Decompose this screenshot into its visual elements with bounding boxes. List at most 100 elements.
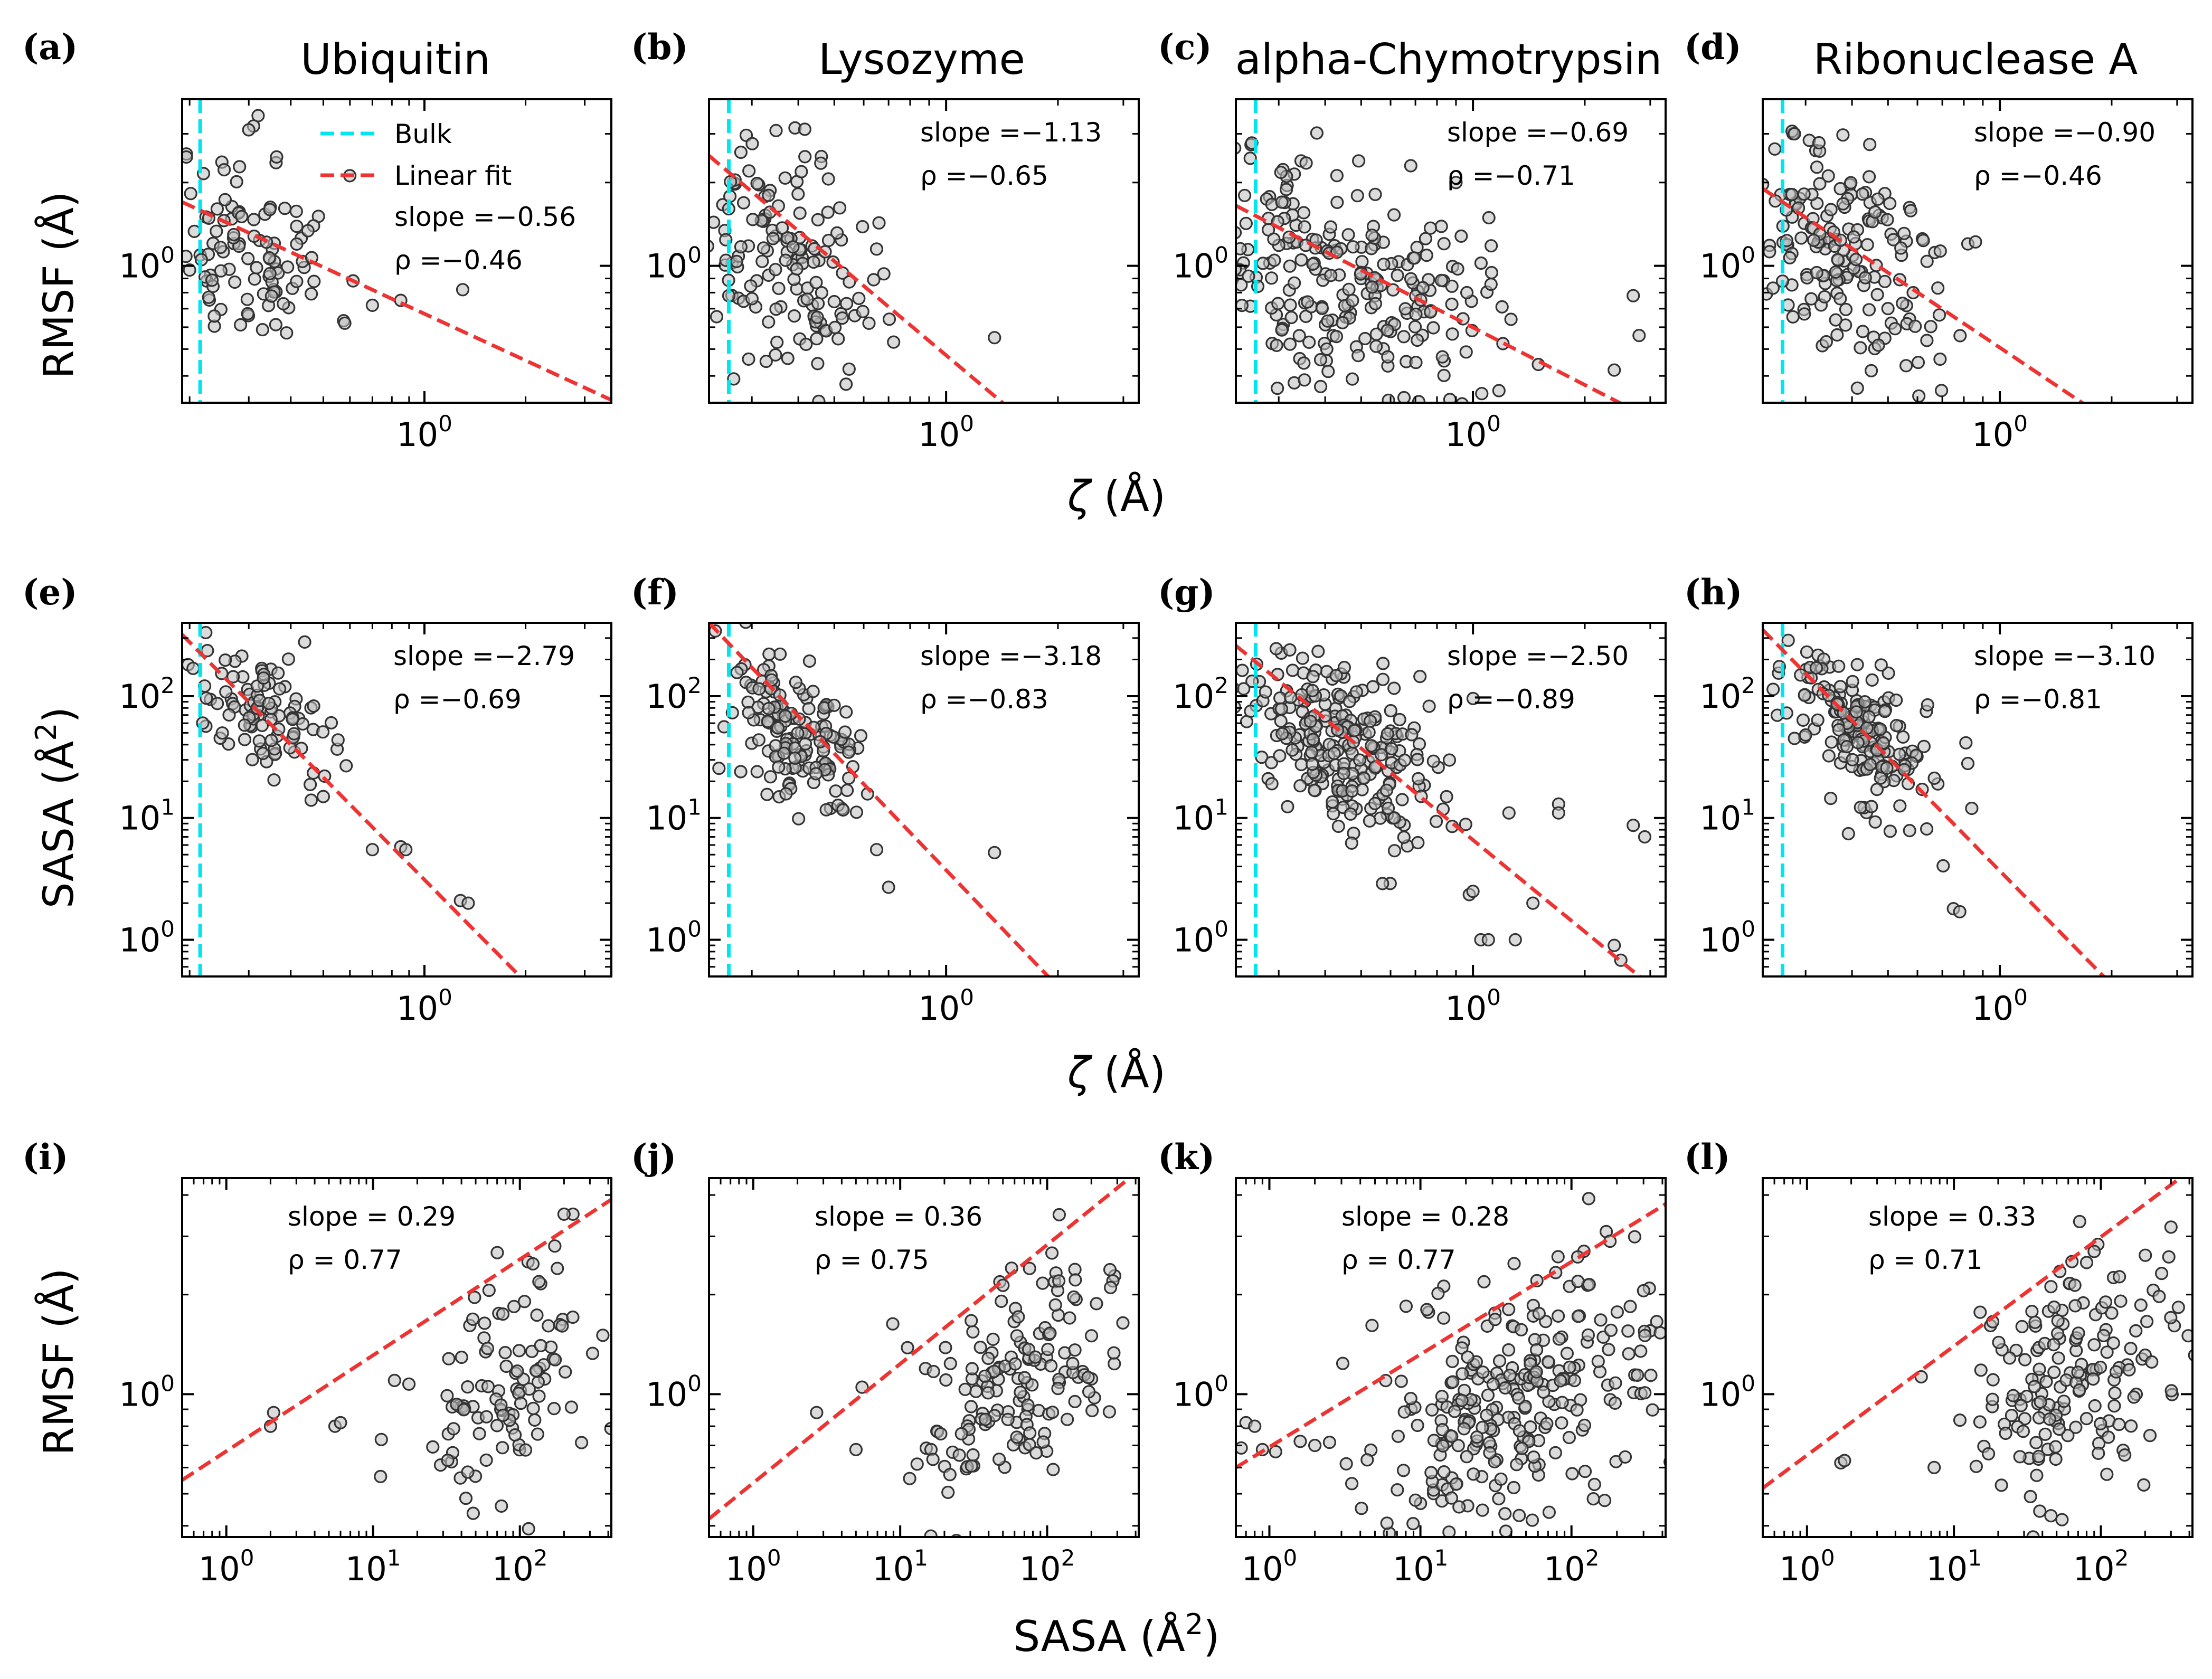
axes-frame bbox=[708, 622, 1140, 978]
slope-annotation: slope =−1.13 bbox=[920, 117, 1102, 148]
data-point bbox=[1426, 754, 1440, 768]
data-point bbox=[234, 318, 248, 332]
data-point bbox=[1041, 1342, 1055, 1357]
data-point bbox=[399, 843, 413, 857]
data-point bbox=[468, 1291, 481, 1304]
data-point bbox=[508, 1428, 522, 1442]
panel-label-l: (l) bbox=[1684, 1136, 1731, 1178]
data-point bbox=[2025, 1305, 2039, 1318]
data-point bbox=[1571, 1275, 1585, 1288]
x-tick-label-exponent: 0 bbox=[960, 411, 974, 437]
linear-fit-line bbox=[1236, 204, 1624, 403]
panel-label-k: (k) bbox=[1158, 1136, 1215, 1178]
data-point bbox=[877, 267, 891, 281]
x-tick-label-exponent: 0 bbox=[2014, 984, 2028, 1010]
data-point bbox=[1634, 1344, 1648, 1358]
data-point bbox=[1434, 273, 1448, 288]
data-point bbox=[2068, 1299, 2082, 1313]
data-point bbox=[995, 1294, 1008, 1308]
data-point bbox=[772, 281, 786, 295]
data-point bbox=[827, 698, 841, 712]
data-point bbox=[1480, 1408, 1493, 1422]
data-point bbox=[481, 1380, 495, 1393]
data-point bbox=[1213, 734, 1224, 746]
data-point bbox=[1838, 1454, 1851, 1467]
data-point bbox=[1931, 281, 1945, 295]
data-point bbox=[1387, 844, 1402, 858]
data-point bbox=[238, 718, 251, 732]
y-tick-label: 100 bbox=[1173, 916, 1228, 960]
data-point bbox=[482, 1284, 496, 1297]
data-point bbox=[1786, 310, 1800, 324]
ylabel-row2-close: ) bbox=[35, 707, 83, 723]
data-point bbox=[240, 292, 254, 306]
legend-fit-label: Linear fit bbox=[394, 160, 512, 191]
data-point bbox=[1435, 1423, 1449, 1437]
data-point bbox=[1382, 393, 1395, 403]
data-point bbox=[316, 725, 330, 739]
data-point bbox=[1422, 699, 1436, 713]
legend-bulk-label: Bulk bbox=[394, 119, 452, 149]
data-point bbox=[218, 163, 231, 177]
y-tick-label-base: 10 bbox=[1173, 799, 1214, 838]
data-point bbox=[2057, 1395, 2071, 1408]
data-point bbox=[210, 224, 223, 238]
data-point bbox=[1269, 1445, 1282, 1458]
data-point bbox=[1812, 136, 1826, 150]
data-point bbox=[886, 1317, 900, 1331]
data-point bbox=[734, 145, 748, 159]
data-point bbox=[1452, 1500, 1466, 1514]
data-point bbox=[1788, 732, 1801, 745]
panel-j-points bbox=[810, 1208, 1130, 1537]
data-point bbox=[752, 733, 766, 747]
data-point bbox=[1063, 1311, 1076, 1325]
data-point bbox=[1481, 933, 1495, 947]
x-tick-label-exponent: 0 bbox=[1821, 1545, 1835, 1571]
data-point bbox=[1046, 1463, 1060, 1476]
data-point bbox=[1224, 205, 1235, 217]
data-point bbox=[1621, 1324, 1635, 1338]
data-point bbox=[222, 708, 236, 722]
data-point bbox=[810, 310, 824, 324]
x-tick-label: 102 bbox=[2073, 1545, 2129, 1588]
data-point bbox=[730, 254, 743, 268]
data-point bbox=[1889, 718, 1903, 733]
linear-fit-line bbox=[709, 623, 1051, 976]
data-point bbox=[186, 661, 200, 675]
data-point bbox=[1205, 208, 1216, 220]
data-point bbox=[1653, 1326, 1666, 1340]
data-point bbox=[1874, 722, 1887, 736]
data-point bbox=[210, 202, 224, 216]
data-point bbox=[272, 722, 286, 736]
data-point bbox=[840, 783, 854, 798]
data-point bbox=[1434, 220, 1448, 233]
data-point bbox=[1237, 682, 1251, 696]
data-point bbox=[235, 210, 249, 223]
data-point bbox=[1849, 253, 1863, 267]
data-point bbox=[1029, 1446, 1043, 1460]
data-point bbox=[2003, 1351, 2017, 1365]
data-point bbox=[1321, 314, 1335, 328]
x-tick-label-exponent: 0 bbox=[240, 1545, 254, 1571]
y-tick-label-exponent: 0 bbox=[687, 1370, 702, 1396]
data-point bbox=[480, 1342, 495, 1355]
y-tick-label-base: 10 bbox=[119, 799, 160, 838]
data-point bbox=[833, 201, 847, 215]
data-point bbox=[1189, 203, 1201, 215]
data-point bbox=[227, 227, 241, 242]
y-tick-label-base: 10 bbox=[646, 1375, 687, 1414]
data-point bbox=[2032, 1449, 2046, 1463]
data-point bbox=[1646, 1403, 1659, 1417]
data-point bbox=[941, 1485, 955, 1499]
data-point bbox=[287, 727, 301, 741]
data-point bbox=[1863, 757, 1877, 772]
data-point bbox=[184, 187, 197, 201]
data-point bbox=[1409, 356, 1423, 369]
data-point bbox=[270, 150, 283, 164]
ylabel-row1: RMSF (Å) bbox=[34, 192, 83, 379]
data-point bbox=[1393, 713, 1406, 726]
data-point bbox=[1570, 1403, 1584, 1417]
panel-label-b: (b) bbox=[631, 26, 688, 68]
data-point bbox=[1581, 1328, 1595, 1342]
